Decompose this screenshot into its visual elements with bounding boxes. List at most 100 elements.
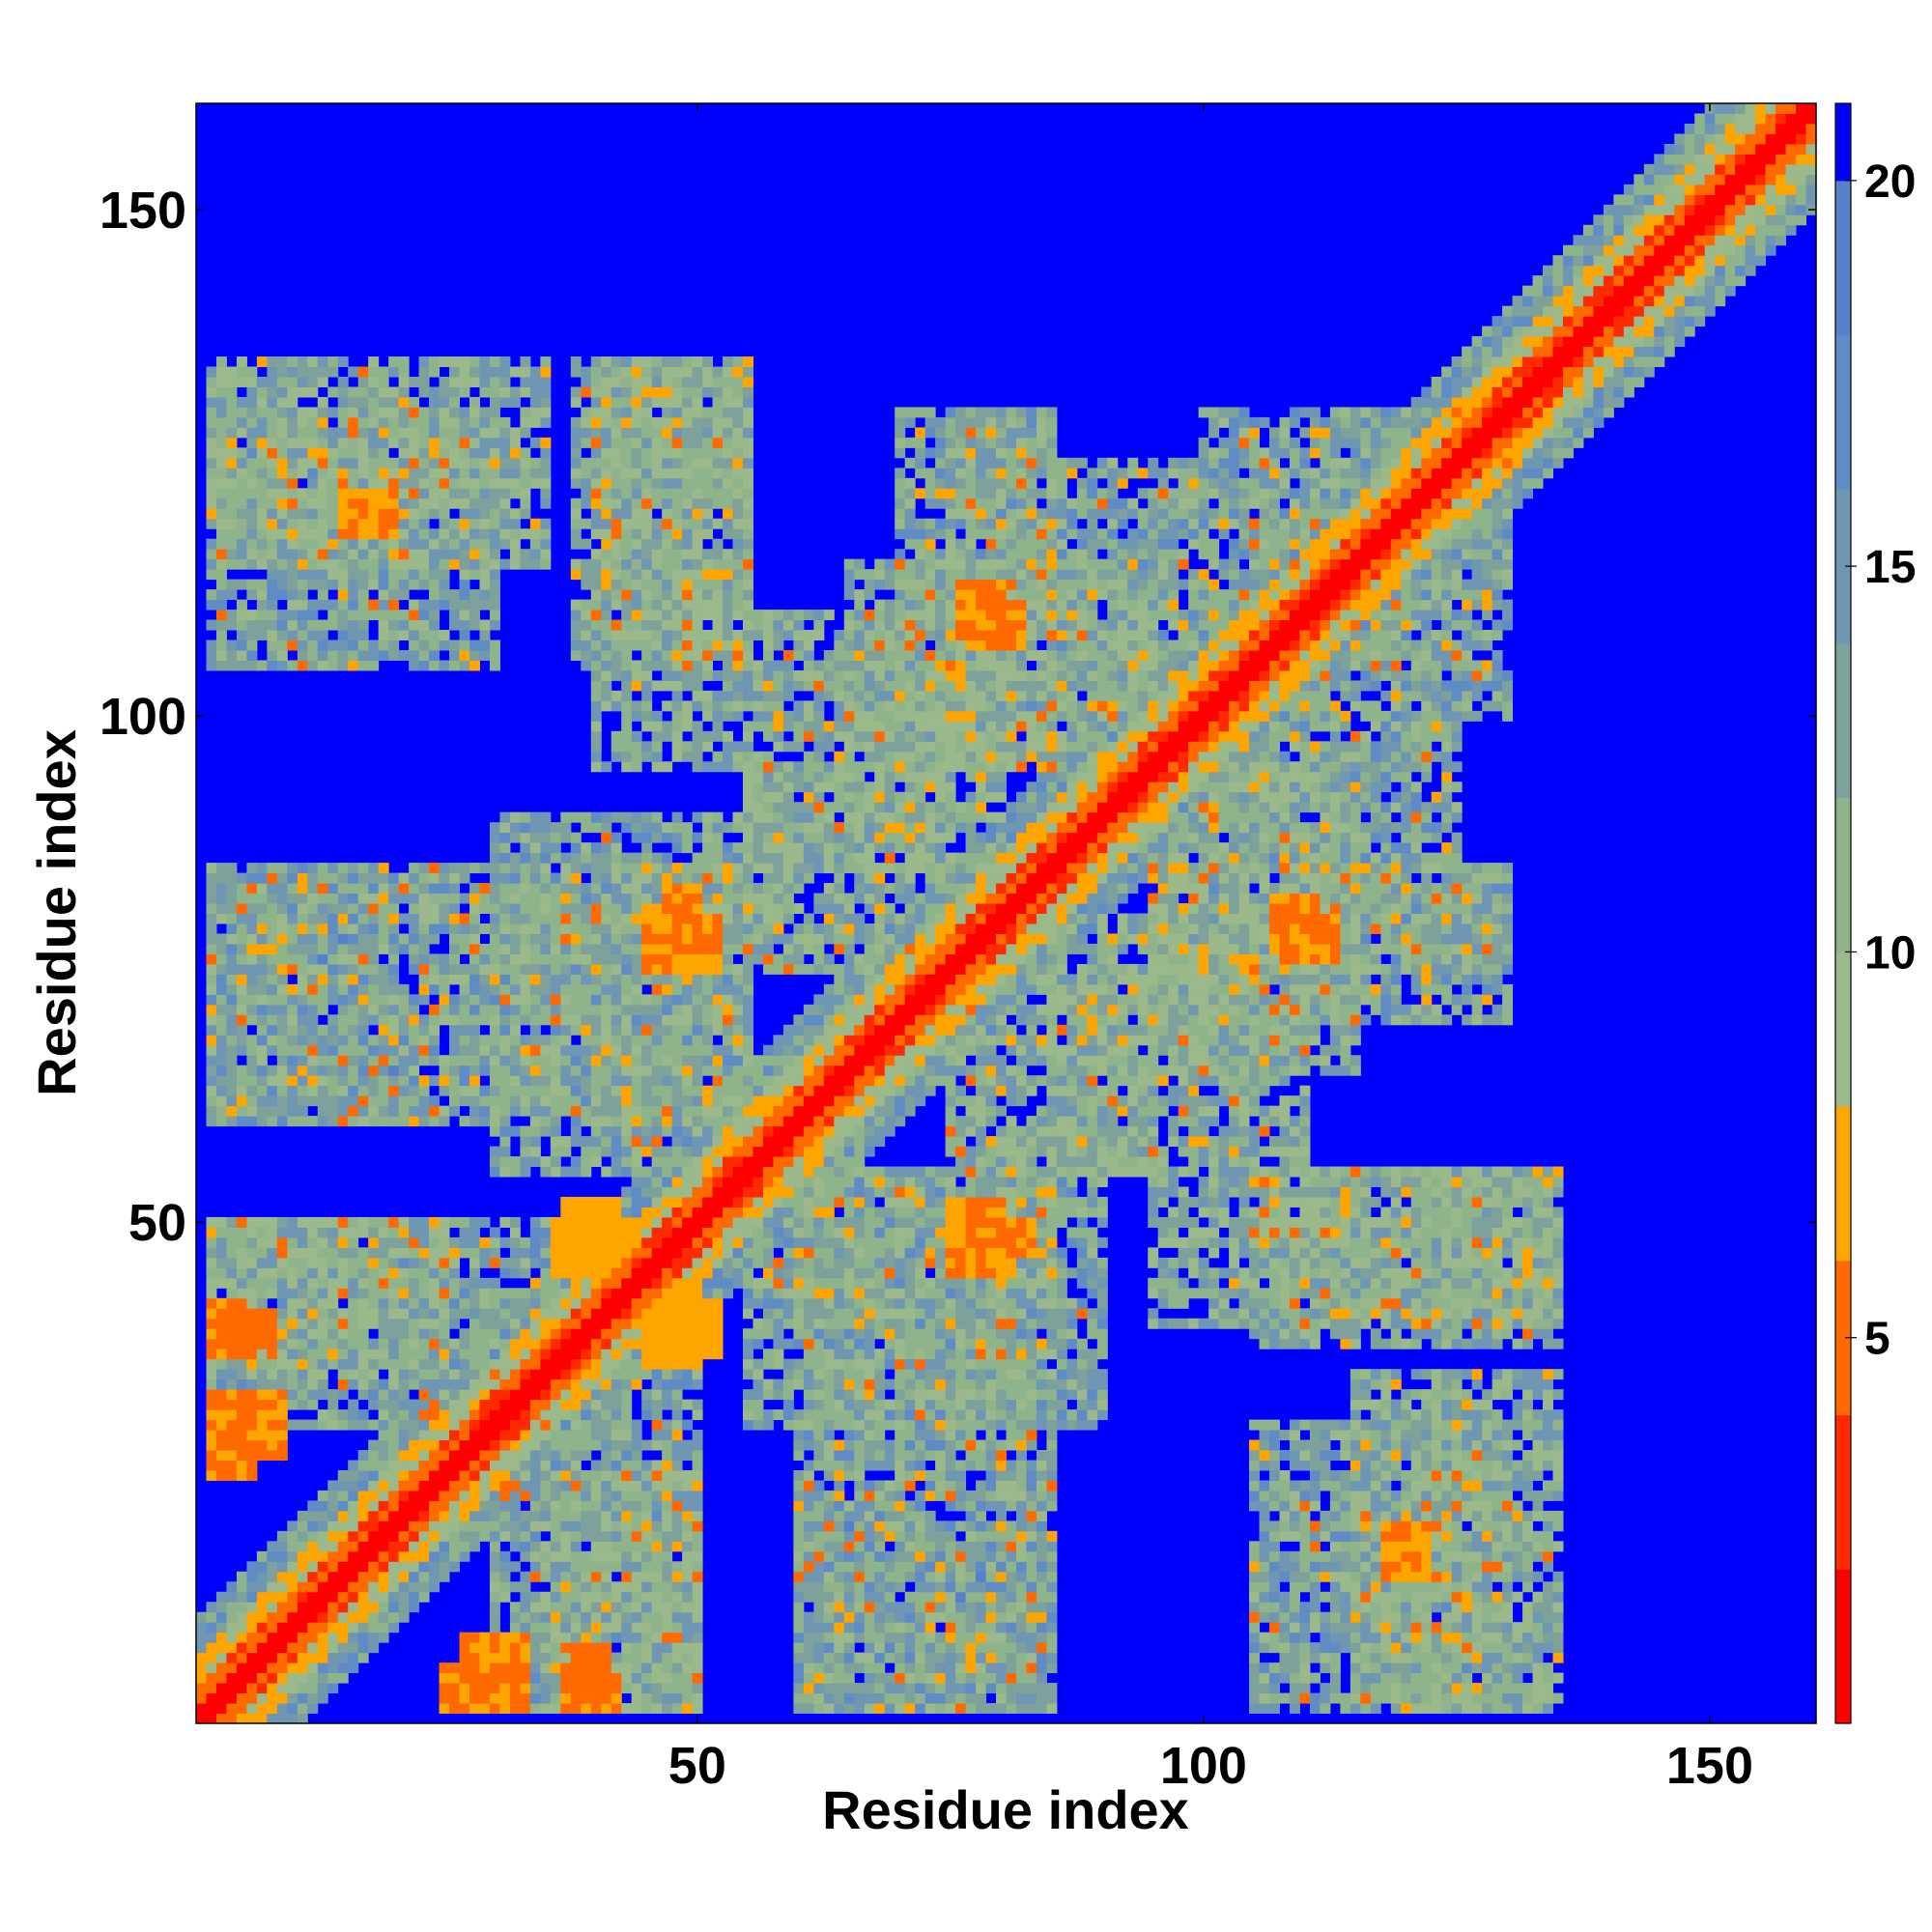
heatmap-cell bbox=[1360, 1389, 1372, 1401]
heatmap-cell bbox=[1015, 1581, 1027, 1593]
heatmap-cell bbox=[904, 1297, 916, 1309]
heatmap-cell bbox=[1360, 1216, 1372, 1228]
heatmap-cell bbox=[813, 1267, 825, 1279]
heatmap-cell bbox=[1410, 1692, 1422, 1704]
heatmap-cell bbox=[935, 1530, 947, 1542]
heatmap-cell bbox=[581, 1469, 592, 1481]
heatmap-cell bbox=[1522, 1328, 1534, 1340]
heatmap-cell bbox=[1431, 1541, 1442, 1552]
heatmap-cell bbox=[570, 1267, 582, 1279]
heatmap-cell bbox=[1320, 1530, 1331, 1542]
heatmap-cell bbox=[662, 1247, 673, 1259]
heatmap-cell bbox=[297, 1622, 308, 1634]
heatmap-cell bbox=[509, 1480, 521, 1492]
heatmap-cell bbox=[1441, 1430, 1453, 1441]
heatmap-cell bbox=[813, 1369, 825, 1380]
heatmap-cell bbox=[196, 1611, 207, 1623]
heatmap-cell bbox=[1036, 1672, 1047, 1684]
heatmap-cell bbox=[215, 1409, 227, 1421]
heatmap-cell bbox=[793, 1703, 805, 1715]
heatmap-cell bbox=[955, 1308, 967, 1320]
heatmap-cell bbox=[246, 1692, 258, 1704]
heatmap-cell bbox=[945, 1520, 956, 1532]
heatmap-cell bbox=[742, 1288, 753, 1299]
heatmap-cell bbox=[550, 1672, 561, 1684]
heatmap-cell bbox=[823, 1328, 835, 1340]
heatmap-cell bbox=[1269, 1318, 1280, 1329]
heatmap-cell bbox=[904, 1672, 916, 1684]
heatmap-cell bbox=[439, 1541, 450, 1552]
heatmap-cell bbox=[1401, 1672, 1412, 1684]
heatmap-cell bbox=[1015, 1369, 1027, 1380]
heatmap-cell bbox=[945, 1703, 956, 1715]
heatmap-cell bbox=[843, 1662, 855, 1674]
heatmap-cell bbox=[793, 1267, 805, 1279]
heatmap-cell bbox=[823, 1500, 835, 1512]
heatmap-cell bbox=[884, 1500, 895, 1512]
heatmap-cell bbox=[267, 1267, 278, 1279]
heatmap-cell bbox=[803, 1227, 814, 1238]
heatmap-cell bbox=[1552, 1308, 1564, 1320]
heatmap-cell bbox=[843, 1500, 855, 1512]
heatmap-cell bbox=[317, 1236, 328, 1248]
heatmap-cell bbox=[601, 1247, 612, 1259]
heatmap-cell bbox=[884, 1439, 895, 1451]
heatmap-cell bbox=[1360, 1277, 1372, 1289]
heatmap-cell bbox=[1410, 1318, 1422, 1329]
heatmap-cell bbox=[874, 1257, 886, 1268]
heatmap-cell bbox=[1522, 1571, 1534, 1582]
heatmap-cell bbox=[1269, 1683, 1280, 1694]
heatmap-cell bbox=[337, 1480, 349, 1492]
heatmap-cell bbox=[793, 1419, 805, 1431]
heatmap-cell bbox=[793, 1358, 805, 1370]
heatmap-cell bbox=[337, 1672, 349, 1684]
heatmap-cell bbox=[1431, 1581, 1442, 1593]
heatmap-cell bbox=[570, 1297, 582, 1309]
heatmap-cell bbox=[520, 1632, 531, 1643]
heatmap-cell bbox=[611, 1652, 622, 1663]
heatmap-cell bbox=[601, 1257, 612, 1268]
heatmap-cell bbox=[813, 1591, 825, 1603]
heatmap-cell bbox=[1492, 1591, 1503, 1603]
heatmap-cell bbox=[631, 1500, 642, 1512]
heatmap-cell bbox=[246, 1267, 258, 1279]
heatmap-cell bbox=[996, 1642, 1007, 1654]
heatmap-cell bbox=[1552, 1460, 1564, 1471]
heatmap-cell bbox=[651, 1247, 663, 1259]
heatmap-cell bbox=[611, 1277, 622, 1289]
heatmap-cell bbox=[1015, 1247, 1027, 1259]
heatmap-cell bbox=[762, 1297, 774, 1309]
heatmap-cell bbox=[1451, 1469, 1463, 1481]
heatmap-cell bbox=[581, 1652, 592, 1663]
heatmap-cell bbox=[1269, 1581, 1280, 1593]
heatmap-cell bbox=[1249, 1611, 1261, 1623]
heatmap-cell bbox=[1036, 1632, 1047, 1643]
heatmap-cell bbox=[742, 1207, 753, 1218]
heatmap-cell bbox=[1522, 1460, 1534, 1471]
heatmap-cell bbox=[1471, 1591, 1483, 1603]
heatmap-cell bbox=[590, 1550, 602, 1562]
heatmap-cell bbox=[1390, 1378, 1402, 1390]
heatmap-cell bbox=[1026, 1622, 1037, 1634]
heatmap-cell bbox=[1451, 1591, 1463, 1603]
heatmap-cell bbox=[276, 1692, 288, 1704]
heatmap-cell bbox=[388, 1399, 400, 1410]
heatmap-cell bbox=[601, 1500, 612, 1512]
heatmap-cell bbox=[267, 1378, 278, 1390]
heatmap-cell bbox=[1451, 1409, 1463, 1421]
heatmap-cell bbox=[1370, 1419, 1381, 1431]
heatmap-cell bbox=[1360, 1561, 1372, 1573]
heatmap-cell bbox=[1370, 1561, 1381, 1573]
heatmap-cell bbox=[723, 1207, 733, 1218]
heatmap-cell bbox=[307, 1247, 319, 1259]
heatmap-cell bbox=[1015, 1288, 1027, 1299]
heatmap-cell bbox=[631, 1591, 642, 1603]
heatmap-cell bbox=[874, 1642, 886, 1654]
heatmap-cell bbox=[479, 1277, 491, 1289]
heatmap-cell bbox=[1015, 1216, 1027, 1228]
heatmap-cell bbox=[348, 1510, 359, 1521]
heatmap-cell bbox=[206, 1277, 217, 1289]
heatmap-cell bbox=[469, 1297, 480, 1309]
heatmap-cell bbox=[529, 1247, 541, 1259]
heatmap-cell bbox=[955, 1550, 967, 1562]
